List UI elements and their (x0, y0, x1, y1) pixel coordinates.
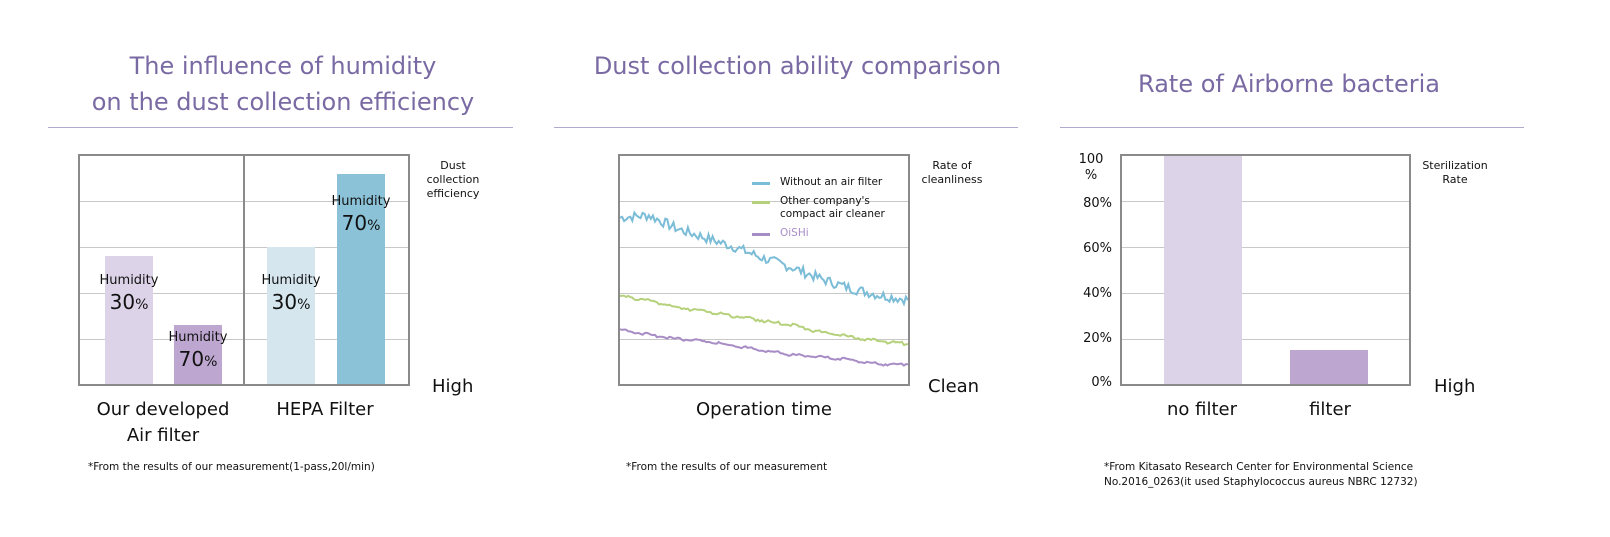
legend-swatch (752, 182, 770, 185)
panel3-rule (1060, 127, 1524, 128)
gridline (1122, 339, 1409, 340)
panel2-title: Dust collection ability comparison (593, 52, 1002, 80)
legend-swatch (752, 233, 770, 236)
gridline (620, 247, 908, 248)
gridline (1122, 293, 1409, 294)
bar-label: Humidity 70% (331, 194, 391, 235)
bar-hepa-humidity-30 (267, 247, 315, 384)
bar-ours-humidity-70 (174, 324, 222, 384)
panel3-high-label: High (1434, 376, 1476, 397)
y-tick: 100 % (1078, 152, 1104, 183)
bar-no-filter (1164, 156, 1242, 384)
bar-ours-humidity-30 (105, 256, 153, 384)
panel1-title: The influence of humidity on the dust co… (91, 52, 475, 116)
line-without-filter (620, 210, 908, 307)
legend-item-without-filter: Without an air filter (752, 176, 912, 189)
line-plot (620, 210, 908, 367)
panel1-high-label: High (432, 376, 474, 397)
group-divider (243, 156, 245, 384)
panel-humidity: The influence of humidity on the dust co… (0, 0, 530, 537)
y-tick: 40% (1083, 286, 1112, 301)
panel2-plot-frame: Without an air filter Other company's co… (618, 154, 910, 386)
panel2-clean-label: Clean (928, 376, 980, 397)
panel2-x-axis-label: Operation time (696, 399, 832, 420)
panel1-rule (48, 127, 513, 128)
legend-swatch (752, 201, 770, 204)
bar-label: Humidity 30% (261, 273, 321, 314)
category-label-hepa: HEPA Filter (276, 399, 374, 420)
panel3-footnote: *From Kitasato Research Center for Envir… (1104, 461, 1418, 488)
legend-item-other-company: Other company's compact air cleaner (752, 195, 912, 221)
gridline (620, 339, 908, 340)
bar-hepa-humidity-70 (337, 174, 385, 384)
legend: Without an air filter Other company's co… (752, 176, 912, 246)
gridline (1122, 201, 1409, 202)
panel1-y-axis-label: Dust collection efficiency (426, 159, 480, 200)
panel1-plot-frame: Humidity 30% Humidity 70% Humidity 30% H… (78, 154, 410, 386)
line-oishi (620, 328, 908, 367)
y-tick: 0% (1091, 375, 1112, 390)
y-tick: 80% (1083, 196, 1112, 211)
category-label-filter: filter (1309, 399, 1351, 420)
gridline (1122, 247, 1409, 248)
panel-dust-comparison: Dust collection ability comparison Witho… (540, 0, 1070, 537)
panel3-title: Rate of Airborne bacteria (1138, 70, 1440, 98)
y-tick: 20% (1083, 331, 1112, 346)
bar-label: Humidity 30% (99, 273, 159, 314)
panel2-y-axis-label: Rate of cleanliness (921, 159, 983, 186)
category-label-our-filter: Our developed Air filter (96, 399, 230, 446)
panel2-footnote: *From the results of our measurement (626, 461, 828, 473)
panel3-plot-frame (1120, 154, 1411, 386)
panel-airborne-bacteria: Rate of Airborne bacteria 100 % 80% 60% … (1060, 0, 1605, 537)
bar-label: Humidity 70% (168, 330, 228, 371)
panel1-footnote: *From the results of our measurement(1-p… (88, 461, 375, 473)
panel3-y-axis-label: Sterilization Rate (1422, 159, 1488, 186)
y-tick: 60% (1083, 241, 1112, 256)
bar-filter (1290, 349, 1368, 384)
legend-item-oishi: OiSHi (752, 227, 912, 240)
line-other-company (620, 294, 908, 347)
gridline (620, 293, 908, 294)
panel2-rule (554, 127, 1018, 128)
category-label-no-filter: no filter (1166, 399, 1237, 420)
